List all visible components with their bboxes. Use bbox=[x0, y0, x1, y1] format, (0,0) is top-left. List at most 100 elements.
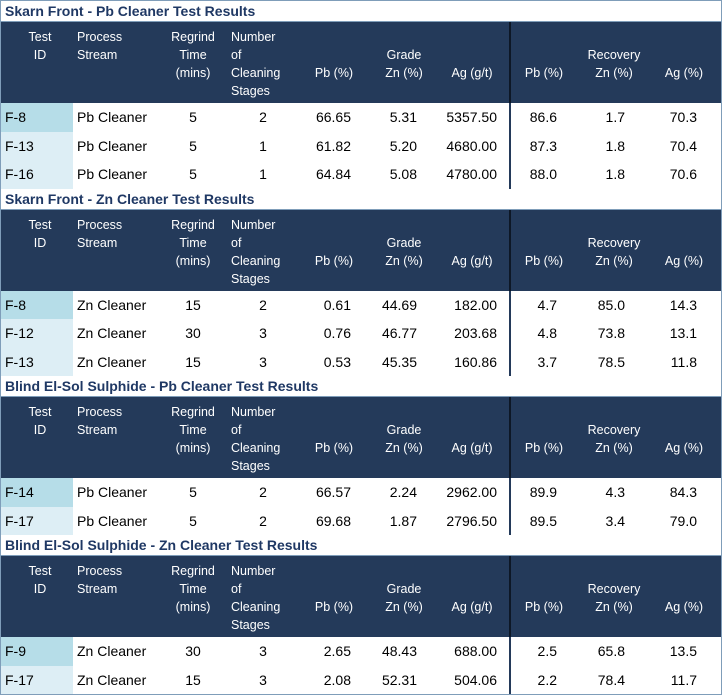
header-stages: Stages bbox=[231, 84, 270, 98]
header-time: Time bbox=[179, 582, 207, 596]
header-recovery: Recovery bbox=[587, 423, 641, 437]
header-rec-ag: Ag (%) bbox=[664, 600, 704, 614]
header-test: Test bbox=[28, 217, 52, 232]
cell-rec-pb: 2.5 bbox=[537, 643, 557, 659]
cell-rec-pb: 86.6 bbox=[529, 109, 557, 125]
header-id: ID bbox=[33, 235, 47, 250]
cell-grade-pb: 66.65 bbox=[315, 109, 351, 125]
header-recovery: Recovery bbox=[587, 235, 641, 250]
header-grade-zn: Zn (%) bbox=[385, 441, 423, 455]
header-grade: Grade bbox=[386, 582, 422, 596]
cell-stream: Zn Cleaner bbox=[77, 325, 147, 341]
header-regrind: Regrind bbox=[171, 405, 215, 419]
header-stages: Stages bbox=[231, 271, 270, 286]
cell-rec-pb: 89.9 bbox=[529, 484, 557, 500]
table-row: F-14 Pb Cleaner 5 2 66.57 2.24 2962.00 89.9 4.3 8… bbox=[1, 478, 721, 507]
row-divider bbox=[509, 319, 511, 348]
cell-id: F-13 bbox=[5, 353, 34, 370]
cell-stream: Zn Cleaner bbox=[77, 643, 147, 659]
header-rec-ag: Ag (%) bbox=[664, 253, 704, 268]
cell-rec-zn: 3.4 bbox=[605, 512, 625, 529]
cell-rec-zn: 85.0 bbox=[597, 296, 625, 313]
id-cell-bg bbox=[1, 319, 73, 348]
header-test: Test bbox=[28, 405, 52, 419]
header-time: Time bbox=[179, 48, 207, 62]
header-mins: (mins) bbox=[175, 441, 211, 455]
cell-grade-pb: 0.76 bbox=[323, 325, 351, 341]
header-process: Process bbox=[77, 405, 123, 419]
header-cleaning: Cleaning bbox=[231, 66, 281, 80]
row-divider bbox=[509, 160, 511, 189]
cell-stream: Pb Cleaner bbox=[77, 512, 148, 529]
cell-rec-ag: 13.1 bbox=[669, 325, 697, 341]
header-rec-zn: Zn (%) bbox=[595, 441, 633, 455]
cell-regrind: 15 bbox=[185, 296, 201, 313]
cell-grade-zn: 5.20 bbox=[389, 137, 417, 154]
cell-regrind: 30 bbox=[185, 643, 201, 659]
header-number: Number bbox=[231, 217, 276, 232]
header-grade-pb: Pb (%) bbox=[314, 253, 354, 268]
header-cleaning: Cleaning bbox=[231, 441, 281, 455]
row-divider bbox=[509, 637, 511, 666]
header-grade-ag: Ag (g/t) bbox=[451, 66, 493, 80]
header-mins: (mins) bbox=[175, 600, 211, 614]
cell-rec-ag: 79.0 bbox=[669, 512, 697, 529]
header-grade: Grade bbox=[386, 423, 422, 437]
cell-id: F-8 bbox=[5, 109, 26, 125]
cell-regrind: 5 bbox=[189, 484, 197, 500]
header-grade-zn: Zn (%) bbox=[385, 253, 423, 268]
section-title: Skarn Front - Zn Cleaner Test Results bbox=[1, 188, 721, 210]
cell-id: F-16 bbox=[5, 166, 34, 182]
header-rec-zn: Zn (%) bbox=[595, 66, 633, 80]
id-cell-bg bbox=[1, 665, 73, 694]
table-row: F-12 Zn Cleaner 30 3 0.76 46.77 203.68 4.8 73.8 1… bbox=[1, 319, 721, 348]
header-of: of bbox=[231, 423, 242, 437]
header-test: Test bbox=[28, 30, 52, 44]
header-cleaning: Cleaning bbox=[231, 253, 281, 268]
section-skarn-zn: Skarn Front - Zn Cleaner Test Results Te… bbox=[1, 188, 721, 376]
cell-grade-pb: 69.68 bbox=[315, 512, 351, 529]
id-cell-bg bbox=[1, 506, 73, 535]
cell-regrind: 15 bbox=[185, 353, 201, 370]
row-divider bbox=[509, 290, 511, 319]
cell-grade-zn: 48.43 bbox=[381, 643, 417, 659]
cell-rec-zn: 4.3 bbox=[605, 484, 625, 500]
cell-stream: Zn Cleaner bbox=[77, 353, 147, 370]
cell-id: F-14 bbox=[5, 484, 34, 500]
cell-stages: 2 bbox=[259, 484, 267, 500]
id-cell-bg bbox=[1, 637, 73, 666]
cell-grade-zn: 5.31 bbox=[389, 109, 417, 125]
header-stages: Stages bbox=[231, 618, 270, 632]
cell-grade-pb: 2.08 bbox=[323, 671, 351, 688]
cell-stream: Zn Cleaner bbox=[77, 671, 147, 688]
cell-grade-ag: 4780.00 bbox=[446, 166, 497, 182]
cell-stream: Pb Cleaner bbox=[77, 109, 148, 125]
cell-stages: 3 bbox=[259, 325, 267, 341]
header-process: Process bbox=[77, 217, 123, 232]
header-number: Number bbox=[231, 30, 276, 44]
row-divider bbox=[509, 478, 511, 507]
cell-rec-pb: 4.7 bbox=[537, 296, 557, 313]
cell-regrind: 5 bbox=[189, 512, 197, 529]
header-id: ID bbox=[33, 423, 47, 437]
cell-rec-pb: 4.8 bbox=[537, 325, 557, 341]
row-divider bbox=[509, 131, 511, 160]
header-grade-zn: Zn (%) bbox=[385, 600, 423, 614]
cell-grade-pb: 0.53 bbox=[323, 353, 351, 370]
header-rec-pb: Pb (%) bbox=[524, 253, 564, 268]
section-title: Blind El-Sol Sulphide - Pb Cleaner Test … bbox=[1, 376, 721, 397]
cell-rec-pb: 88.0 bbox=[529, 166, 557, 182]
header-stages: Stages bbox=[231, 459, 270, 473]
header-grade-ag: Ag (g/t) bbox=[451, 253, 493, 268]
cell-grade-pb: 66.57 bbox=[315, 484, 351, 500]
table-row: F-9 Zn Cleaner 30 3 2.65 48.43 688.00 2.5 65.8 13… bbox=[1, 637, 721, 666]
cell-id: F-9 bbox=[5, 643, 26, 659]
header-stream: Stream bbox=[77, 423, 118, 437]
header-number: Number bbox=[231, 564, 276, 578]
section-title: Blind El-Sol Sulphide - Zn Cleaner Test … bbox=[1, 535, 721, 556]
cell-id: F-8 bbox=[5, 296, 26, 313]
cell-stream: Pb Cleaner bbox=[77, 166, 148, 182]
id-cell-bg bbox=[1, 347, 73, 376]
id-cell-bg bbox=[1, 290, 73, 319]
cell-stream: Zn Cleaner bbox=[77, 296, 147, 313]
